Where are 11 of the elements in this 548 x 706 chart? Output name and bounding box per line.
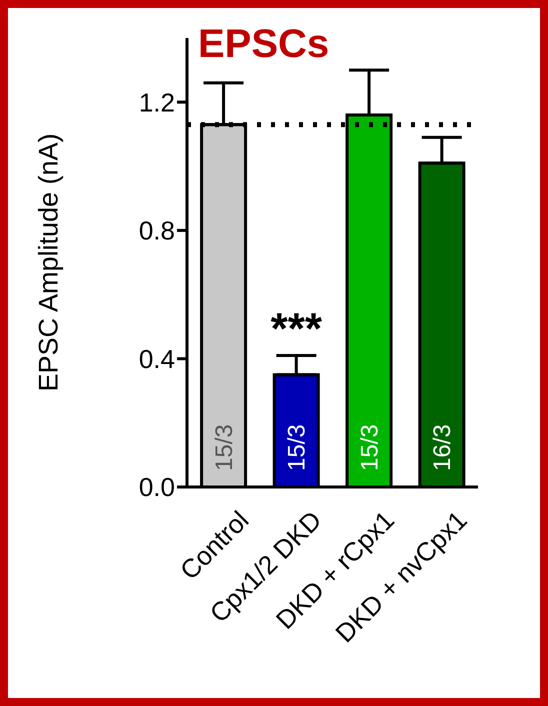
annotation: 15/3: [210, 424, 238, 471]
y-tick-label: 1.2: [138, 87, 175, 118]
chart-title: EPSCs: [198, 22, 330, 67]
y-tick-label: 0.8: [138, 216, 175, 246]
y-axis-title: EPSC Amplitude (nA): [34, 133, 64, 392]
y-tick-label: 0.0: [138, 472, 175, 502]
annotation: 15/3: [284, 424, 311, 471]
y-tick-label: 0.4: [138, 344, 175, 374]
annotation: ***: [270, 304, 323, 354]
annotation: 15/3: [356, 424, 384, 471]
annotation: 16/3: [429, 424, 456, 471]
